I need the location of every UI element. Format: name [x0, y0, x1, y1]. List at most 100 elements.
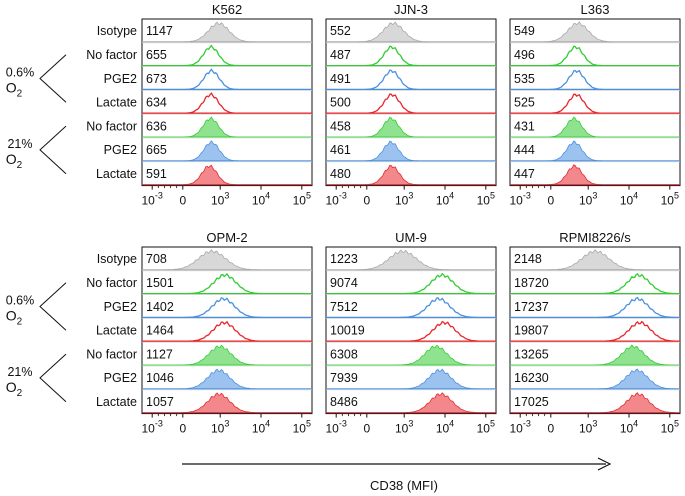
- tick-exponent: 4: [265, 419, 270, 429]
- group-bracket: [39, 282, 67, 331]
- histogram-lactate: [142, 164, 312, 185]
- mfi-value: 549: [514, 24, 535, 38]
- tick-exponent: 5: [490, 419, 495, 429]
- tick-exponent: 3: [592, 191, 597, 201]
- mfi-value: 1046: [146, 371, 174, 385]
- mfi-value: 491: [330, 72, 351, 86]
- x-tick-label: 105: [661, 191, 679, 208]
- histogram-no-factor: [326, 116, 496, 138]
- x-tick-label: 104: [252, 419, 270, 436]
- panel-title: JJN-3: [394, 2, 428, 17]
- mfi-value: 1223: [330, 252, 358, 266]
- x-tick-label: 105: [661, 419, 679, 436]
- histogram-pge2: [142, 140, 312, 162]
- x-tick-label: 105: [477, 419, 495, 436]
- tick-exponent: 4: [633, 191, 638, 201]
- mfi-value: 487: [330, 48, 351, 62]
- panel-frame: [509, 246, 681, 415]
- tick-base: 10: [142, 422, 156, 436]
- histogram-pge2: [326, 140, 496, 162]
- o2-letter: O: [6, 151, 17, 167]
- mfi-value: 8486: [330, 395, 358, 409]
- panel-frame: [141, 18, 313, 187]
- row-label: No factor: [86, 119, 137, 133]
- x-axis-label: CD38 (MFI): [370, 478, 438, 493]
- tick-base: 10: [579, 194, 593, 208]
- mfi-value: 17025: [514, 395, 549, 409]
- tick-exponent: 5: [306, 419, 311, 429]
- mfi-value: 634: [146, 96, 167, 110]
- o2-subscript: 2: [17, 388, 23, 399]
- tick-base: 10: [252, 194, 266, 208]
- row-label: Lactate: [96, 395, 137, 409]
- tick-base: 10: [395, 422, 409, 436]
- tick-exponent: 3: [592, 419, 597, 429]
- row-label: Lactate: [96, 167, 137, 181]
- tick-base: 0: [179, 422, 186, 436]
- o2-label: O2: [6, 379, 23, 399]
- mfi-value: 673: [146, 72, 167, 86]
- histogram-pge2: [326, 69, 496, 91]
- mfi-value: 461: [330, 143, 351, 157]
- tick-exponent: 5: [306, 191, 311, 201]
- tick-base: 10: [510, 422, 524, 436]
- tick-exponent: -3: [339, 191, 347, 201]
- mfi-value: 1402: [146, 300, 174, 314]
- tick-base: 10: [661, 422, 675, 436]
- panel-title: L363: [581, 2, 610, 17]
- mfi-value: 552: [330, 24, 351, 38]
- histogram-pge2: [510, 140, 680, 162]
- histogram-isotype: [326, 21, 496, 43]
- mfi-value: 1057: [146, 395, 174, 409]
- tick-exponent: 4: [449, 191, 454, 201]
- panel-frame: [325, 246, 497, 415]
- mfi-value: 591: [146, 167, 167, 181]
- tick-base: 10: [661, 194, 675, 208]
- tick-base: 0: [547, 194, 554, 208]
- x-tick-label: 0: [547, 194, 554, 208]
- tick-exponent: 4: [265, 191, 270, 201]
- mfi-value: 18720: [514, 276, 549, 290]
- o2-label: O2: [6, 308, 23, 328]
- tick-exponent: 3: [224, 419, 229, 429]
- x-tick-label: 103: [579, 419, 597, 436]
- mfi-value: 496: [514, 48, 535, 62]
- o2-subscript: 2: [17, 317, 23, 328]
- histogram-pge2: [510, 69, 680, 91]
- mfi-value: 19807: [514, 324, 549, 338]
- x-tick-label: 0: [179, 422, 186, 436]
- tick-base: 10: [579, 422, 593, 436]
- x-tick-label: 104: [620, 419, 638, 436]
- mfi-value: 636: [146, 119, 167, 133]
- histogram-no-factor: [142, 116, 312, 138]
- tick-base: 10: [142, 194, 156, 208]
- row-label: PGE2: [104, 72, 137, 86]
- panel-title: OPM-2: [206, 230, 247, 245]
- mfi-value: 500: [330, 96, 351, 110]
- histogram-lactate: [510, 93, 680, 114]
- mfi-value: 708: [146, 252, 167, 266]
- group-label: 0.6%: [6, 66, 35, 80]
- x-tick-label: 10-3: [142, 419, 163, 436]
- x-tick-label: 104: [436, 191, 454, 208]
- o2-label: O2: [6, 80, 23, 100]
- tick-exponent: -3: [523, 191, 531, 201]
- row-labels: Isotype No factor PGE2 Lactate No factor PGE2…: [6, 24, 137, 409]
- mfi-value: 444: [514, 143, 535, 157]
- mfi-value: 655: [146, 48, 167, 62]
- tick-base: 10: [326, 194, 340, 208]
- mfi-value: 10019: [330, 324, 365, 338]
- tick-base: 10: [510, 194, 524, 208]
- row-label: No factor: [86, 276, 137, 290]
- mfi-value: 7939: [330, 371, 358, 385]
- mfi-value: 2148: [514, 252, 542, 266]
- panel-title: RPMI8226/s: [559, 230, 631, 245]
- mfi-value: 480: [330, 167, 351, 181]
- panel-frame: [509, 18, 681, 187]
- histogram-lactate: [510, 164, 680, 185]
- o2-label: O2: [6, 151, 23, 171]
- group-bracket: [39, 54, 67, 103]
